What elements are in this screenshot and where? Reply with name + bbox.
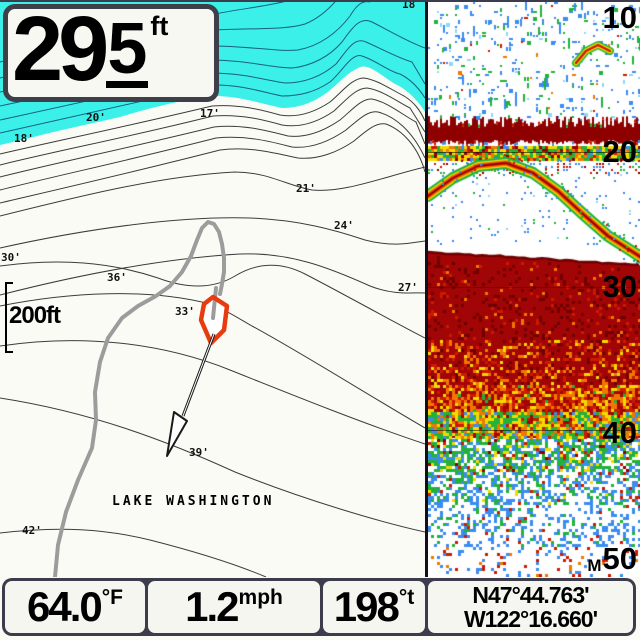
contour-label: 17' bbox=[200, 107, 220, 120]
temperature-unit: °F bbox=[101, 586, 123, 609]
screen-top-edge bbox=[0, 0, 640, 2]
depth-label-text: 10 bbox=[602, 0, 637, 35]
depth-unit: ft bbox=[150, 11, 169, 41]
contour-label: 20' bbox=[86, 111, 106, 124]
sonar-depth-label-30: 30 bbox=[603, 271, 637, 302]
depth-contours bbox=[0, 77, 425, 577]
temperature-value: 64.0 bbox=[27, 583, 103, 630]
depth-label-text: 30 bbox=[602, 269, 637, 304]
heading-arrow bbox=[166, 333, 216, 457]
temperature-readout: 64.0 °F bbox=[5, 581, 145, 633]
sonar-range-unit: M bbox=[587, 556, 602, 575]
sonar-depth-label-10: 10 bbox=[603, 2, 637, 33]
gps-position-readout: N47°44.763' W122°16.660' bbox=[428, 581, 633, 633]
map-scale-label: 200ft bbox=[9, 302, 61, 329]
contour-label: 30' bbox=[1, 251, 21, 264]
heading-value: 198 bbox=[333, 583, 400, 630]
depth-readout: 29 5 ft bbox=[3, 0, 219, 102]
contour-label: 36' bbox=[107, 271, 127, 284]
depth-label-text: 40 bbox=[602, 415, 637, 450]
track-stub bbox=[211, 286, 218, 320]
heading-readout: 198 °t bbox=[323, 581, 425, 633]
speed-value: 1.2 bbox=[185, 583, 239, 630]
contour-label: 24' bbox=[334, 219, 354, 232]
speed-unit: mph bbox=[238, 586, 283, 609]
contour-label: 33' bbox=[175, 305, 195, 318]
contour-label: 42' bbox=[22, 524, 42, 537]
status-bar: 64.0 °F 1.2 mph 198 °t N47°44.763' W122°… bbox=[2, 578, 636, 636]
longitude-value: W122°16.660' bbox=[463, 606, 598, 632]
speed-readout: 1.2 mph bbox=[148, 581, 320, 633]
latitude-value: N47°44.763' bbox=[472, 581, 589, 608]
sonar-echo-canvas bbox=[428, 0, 640, 577]
sonar-depth-label-50: M 50 bbox=[587, 543, 637, 574]
heading-unit: °t bbox=[398, 586, 415, 609]
contour-label: 21' bbox=[296, 182, 316, 195]
depth-gridline-20 bbox=[428, 152, 640, 153]
track-line bbox=[53, 220, 226, 577]
contour-label: 18' bbox=[14, 132, 34, 145]
sonar-panel[interactable]: 10 20 30 40 M 50 bbox=[428, 0, 640, 577]
sonar-depth-label-40: 40 bbox=[603, 417, 637, 448]
sonar-depth-label-20: 20 bbox=[603, 136, 637, 167]
contour-label: 27' bbox=[398, 281, 418, 294]
lake-name-label: LAKE WASHINGTON bbox=[112, 494, 275, 509]
depth-label-text: 50 bbox=[602, 541, 637, 576]
depth-gridline-40 bbox=[428, 430, 640, 431]
depth-label-text: 20 bbox=[602, 134, 637, 169]
depth-value: 29 bbox=[12, 0, 109, 100]
contour-label: 18 bbox=[402, 0, 416, 11]
scale-bracket bbox=[5, 282, 13, 353]
depth-gridline-30 bbox=[428, 287, 640, 288]
depth-decimal: 5 bbox=[106, 9, 149, 89]
contour-label: 39' bbox=[189, 446, 209, 459]
panel-divider bbox=[425, 0, 428, 577]
